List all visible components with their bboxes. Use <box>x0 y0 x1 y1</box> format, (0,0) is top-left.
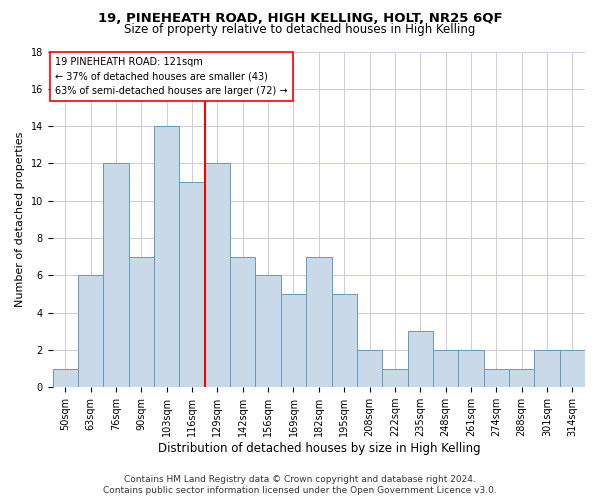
Bar <box>230 256 256 387</box>
Y-axis label: Number of detached properties: Number of detached properties <box>15 132 25 307</box>
Bar <box>205 164 230 387</box>
Bar <box>179 182 205 387</box>
Text: Size of property relative to detached houses in High Kelling: Size of property relative to detached ho… <box>124 22 476 36</box>
Bar <box>332 294 357 387</box>
Text: 19 PINEHEATH ROAD: 121sqm
← 37% of detached houses are smaller (43)
63% of semi-: 19 PINEHEATH ROAD: 121sqm ← 37% of detac… <box>55 56 288 96</box>
Bar <box>129 256 154 387</box>
Bar <box>484 368 509 387</box>
Bar <box>509 368 535 387</box>
Bar <box>78 276 103 387</box>
Text: Contains HM Land Registry data © Crown copyright and database right 2024.: Contains HM Land Registry data © Crown c… <box>124 475 476 484</box>
Bar <box>535 350 560 387</box>
Bar <box>357 350 382 387</box>
Text: 19, PINEHEATH ROAD, HIGH KELLING, HOLT, NR25 6QF: 19, PINEHEATH ROAD, HIGH KELLING, HOLT, … <box>98 12 502 26</box>
X-axis label: Distribution of detached houses by size in High Kelling: Distribution of detached houses by size … <box>158 442 480 455</box>
Text: Contains public sector information licensed under the Open Government Licence v3: Contains public sector information licen… <box>103 486 497 495</box>
Bar <box>560 350 585 387</box>
Bar <box>53 368 78 387</box>
Bar <box>382 368 407 387</box>
Bar <box>433 350 458 387</box>
Bar <box>407 332 433 387</box>
Bar <box>458 350 484 387</box>
Bar <box>154 126 179 387</box>
Bar <box>281 294 306 387</box>
Bar <box>256 276 281 387</box>
Bar <box>306 256 332 387</box>
Bar <box>103 164 129 387</box>
